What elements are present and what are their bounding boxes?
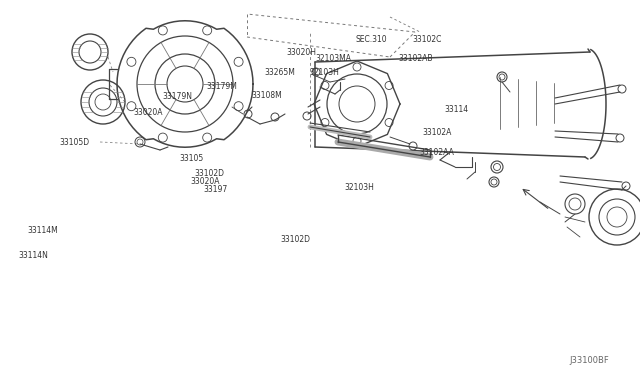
Text: 33102A: 33102A [422, 128, 452, 137]
Text: 33020A: 33020A [191, 177, 220, 186]
Text: 33179M: 33179M [207, 82, 237, 91]
Text: 33105: 33105 [179, 154, 204, 163]
Text: 33114N: 33114N [18, 251, 48, 260]
Text: 33102AA: 33102AA [419, 148, 454, 157]
Text: 33197: 33197 [204, 185, 228, 194]
Text: 33020H: 33020H [287, 48, 317, 57]
Text: 32103H: 32103H [309, 68, 339, 77]
Text: 33114: 33114 [445, 105, 469, 114]
Text: 33179N: 33179N [162, 92, 192, 101]
Text: 33102D: 33102D [280, 235, 310, 244]
Text: 33105D: 33105D [60, 138, 90, 147]
Text: 33102AB: 33102AB [399, 54, 433, 63]
Text: 33102D: 33102D [194, 169, 224, 178]
Text: 33108M: 33108M [252, 91, 282, 100]
Text: 33020A: 33020A [133, 108, 163, 117]
Text: 33265M: 33265M [264, 68, 295, 77]
Text: 32103MA: 32103MA [316, 54, 351, 63]
Text: 32103H: 32103H [344, 183, 374, 192]
Text: J33100BF: J33100BF [570, 356, 609, 365]
Text: 33102C: 33102C [413, 35, 442, 44]
Text: SEC.310: SEC.310 [355, 35, 387, 44]
Text: 33114M: 33114M [28, 226, 58, 235]
